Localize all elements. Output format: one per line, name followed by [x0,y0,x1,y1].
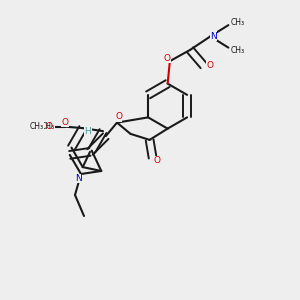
Text: O: O [164,54,170,63]
Text: O: O [154,156,160,165]
Text: O: O [61,118,68,127]
Text: CH₃: CH₃ [230,18,244,27]
Text: O: O [46,122,52,131]
Text: H: H [84,127,91,136]
Text: O: O [206,61,213,70]
Text: CH₃: CH₃ [230,46,244,55]
Text: N: N [75,174,81,183]
Text: CH₃: CH₃ [40,122,55,131]
Text: O: O [115,112,122,121]
Text: CH₃: CH₃ [30,122,44,131]
Text: N: N [210,32,217,41]
